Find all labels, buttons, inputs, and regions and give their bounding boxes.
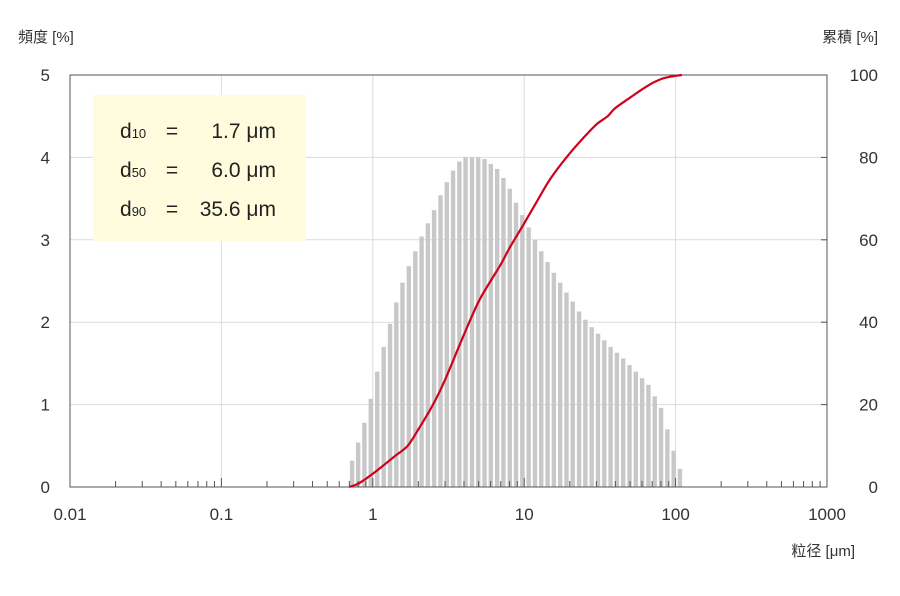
x-tick-label-2: 1 (368, 505, 377, 524)
bar-25 (507, 188, 512, 487)
plot-frame (69, 74, 828, 488)
bar-28 (526, 227, 531, 487)
tick-labels: 0.01 0.1 1 10 100 1000 0 1 2 3 4 5 0 20 40 60 80 100 (41, 66, 878, 524)
bar-33 (557, 282, 563, 487)
legend-value-2: 35.6 μm (200, 198, 276, 221)
bar-27 (520, 215, 525, 487)
bar-45 (633, 371, 639, 487)
bar-50 (665, 429, 670, 487)
y2-tick-label-2: 40 (859, 313, 878, 332)
legend-equals-2: = (166, 198, 178, 221)
bar-21 (482, 159, 487, 487)
bar-4 (375, 371, 380, 487)
bar-30 (539, 251, 544, 487)
bar-12 (425, 223, 431, 487)
legend-line-0: d10 (120, 120, 146, 143)
legend-line-1: d50 (120, 159, 146, 182)
bar-14 (438, 195, 443, 487)
bar-3 (368, 398, 373, 487)
y-axis-title: 頻度 [%] (18, 29, 74, 46)
x-axis-title: 粒径 [μm] (791, 543, 855, 560)
y-tick-label-5: 5 (41, 66, 50, 85)
y2-tick-label-3: 60 (859, 231, 878, 250)
legend-box (93, 95, 306, 241)
bar-0 (349, 460, 355, 487)
bar-9 (406, 266, 412, 487)
bar-37 (583, 319, 588, 487)
bar-47 (646, 384, 651, 487)
bar-52 (677, 468, 683, 487)
x-tick-label-5: 1000 (808, 505, 846, 524)
bar-2 (362, 422, 367, 487)
bar-11 (419, 236, 424, 487)
right-axis-tick-marks (821, 74, 827, 488)
bar-23 (494, 168, 500, 487)
bar-51 (671, 450, 676, 487)
bar-17 (457, 161, 462, 487)
bar-40 (602, 340, 607, 487)
x-tick-label-3: 10 (515, 505, 534, 524)
y2-tick-label-5: 100 (850, 66, 878, 85)
bar-46 (639, 378, 645, 487)
bar-6 (387, 323, 393, 487)
bar-36 (576, 311, 582, 487)
y-tick-label-1: 1 (41, 396, 50, 415)
y2-tick-label-4: 80 (859, 148, 878, 167)
bar-35 (570, 301, 575, 487)
bar-15 (444, 182, 449, 487)
y-tick-label-4: 4 (41, 148, 50, 167)
bar-10 (413, 251, 418, 487)
bar-39 (595, 333, 601, 487)
bar-38 (589, 327, 594, 487)
bar-44 (627, 365, 632, 487)
y-tick-label-0: 0 (41, 478, 50, 497)
frequency-bars (349, 157, 683, 488)
legend-value-1: 6.0 μm (211, 159, 276, 182)
bar-32 (551, 272, 557, 487)
legend-value-0: 1.7 μm (211, 120, 276, 143)
x-tick-label-0: 0.01 (53, 505, 86, 524)
bar-22 (488, 163, 494, 487)
y2-axis-title: 累積 [%] (822, 29, 878, 46)
bar-5 (381, 346, 386, 487)
bar-31 (545, 262, 550, 487)
y2-tick-label-0: 0 (869, 478, 878, 497)
bar-16 (450, 170, 456, 488)
bar-24 (501, 178, 506, 487)
statistics-legend: d10 = 1.7 μm d50 = 6.0 μm d90 = 35.6 μm (93, 95, 306, 241)
x-minor-ticks (69, 478, 828, 487)
y2-tick-label-1: 20 (859, 396, 878, 415)
bar-8 (400, 282, 405, 487)
bar-7 (394, 302, 399, 487)
legend-equals-1: = (166, 159, 178, 182)
bar-20 (476, 157, 481, 487)
legend-equals-0: = (166, 120, 178, 143)
bar-41 (608, 346, 613, 487)
bar-26 (513, 202, 519, 487)
y-tick-label-2: 2 (41, 313, 50, 332)
bar-1 (355, 442, 361, 487)
cumulative-curve (348, 73, 683, 489)
bar-43 (621, 358, 626, 487)
legend-lines: d10 = 1.7 μm d50 = 6.0 μm d90 = 35.6 μm (120, 120, 276, 221)
legend-line-2: d90 (120, 198, 146, 221)
bar-18 (463, 157, 468, 487)
x-tick-label-4: 100 (661, 505, 689, 524)
x-tick-label-1: 0.1 (210, 505, 234, 524)
bar-42 (614, 352, 620, 487)
bar-13 (431, 210, 437, 488)
bar-19 (469, 157, 475, 487)
y-tick-label-3: 3 (41, 231, 50, 250)
bar-34 (564, 292, 569, 487)
bar-48 (652, 396, 657, 487)
bar-49 (658, 407, 664, 487)
bar-29 (532, 239, 538, 487)
